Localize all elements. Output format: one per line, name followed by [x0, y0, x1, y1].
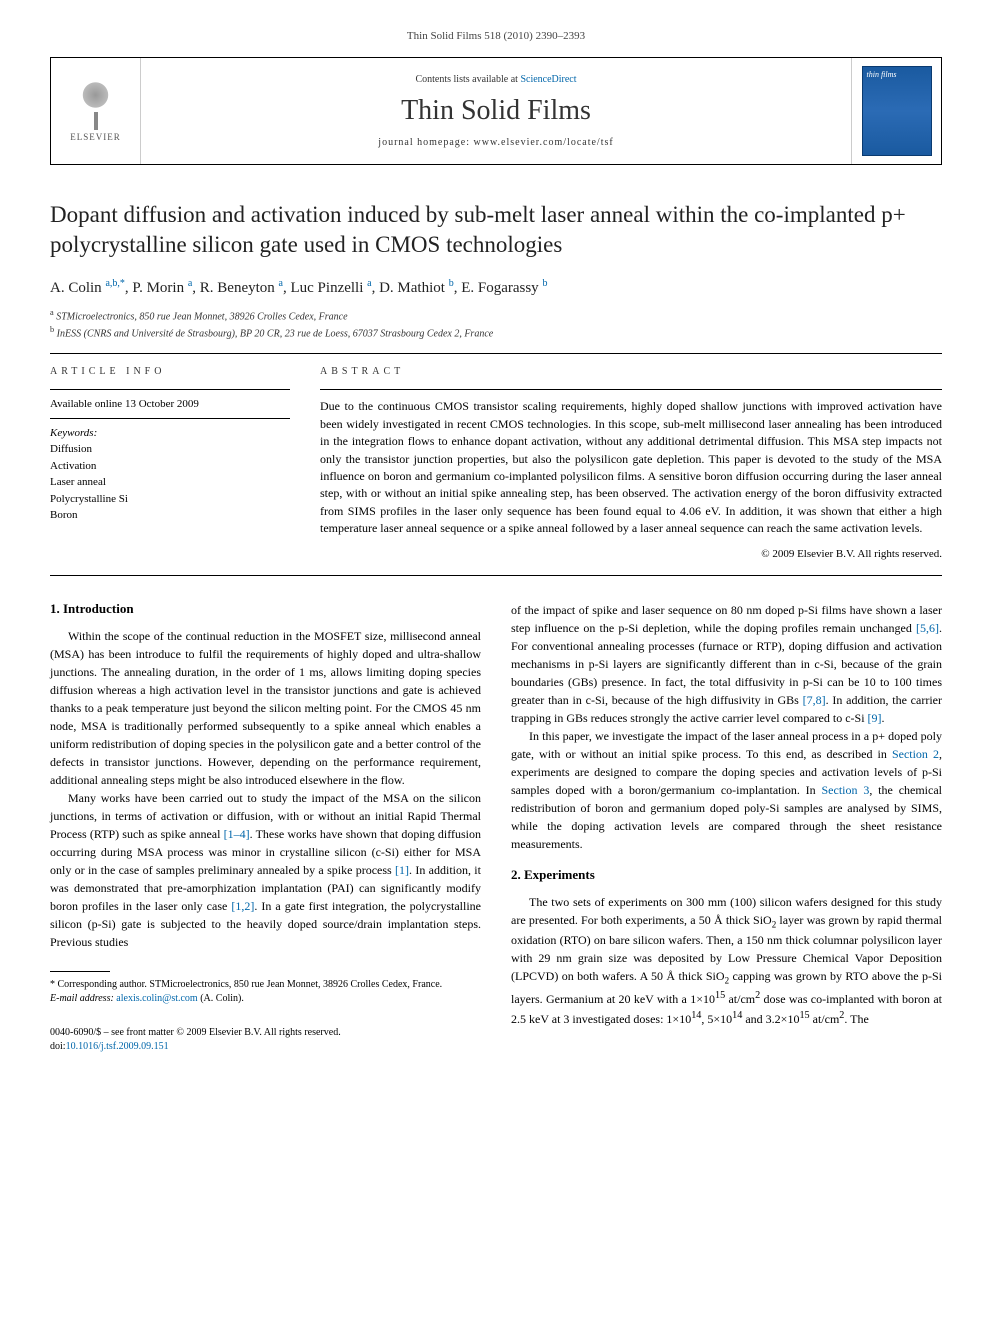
section-link[interactable]: Section 2 [892, 747, 939, 761]
footer-copyright: 0040-6090/$ – see front matter © 2009 El… [50, 1026, 481, 1054]
article-info-column: ARTICLE INFO Available online 13 October… [50, 366, 290, 559]
citation-link[interactable]: [9] [868, 711, 882, 725]
author-list: A. Colin a,b,*, P. Morin a, R. Beneyton … [50, 278, 942, 297]
elsevier-tree-icon [73, 80, 118, 130]
front-matter-line: 0040-6090/$ – see front matter © 2009 El… [50, 1026, 481, 1040]
publisher-name: ELSEVIER [70, 132, 121, 142]
text-run: In this paper, we investigate the impact… [511, 729, 942, 761]
doi-line: doi:10.1016/j.tsf.2009.09.151 [50, 1040, 481, 1054]
section-heading-experiments: 2. Experiments [511, 867, 942, 883]
journal-header-center: Contents lists available at ScienceDirec… [141, 58, 851, 164]
article-info-label: ARTICLE INFO [50, 366, 290, 377]
text-run: and 3.2×10 [742, 1012, 799, 1026]
keywords-list: DiffusionActivationLaser annealPolycryst… [50, 441, 290, 524]
citation-link[interactable]: [7,8] [803, 693, 826, 707]
intro-paragraph-4: In this paper, we investigate the impact… [511, 727, 942, 853]
corresponding-author-footnote: * Corresponding author. STMicroelectroni… [50, 978, 481, 992]
body-columns: 1. Introduction Within the scope of the … [50, 601, 942, 1054]
contents-available-line: Contents lists available at ScienceDirec… [151, 74, 841, 85]
text-run: of the impact of spike and laser sequenc… [511, 603, 942, 635]
article-title: Dopant diffusion and activation induced … [50, 200, 942, 260]
journal-cover-cell: thin films [851, 58, 941, 164]
intro-paragraph-2: Many works have been carried out to stud… [50, 789, 481, 951]
intro-paragraph-3: of the impact of spike and laser sequenc… [511, 601, 942, 727]
journal-header: ELSEVIER Contents lists available at Sci… [50, 57, 942, 165]
journal-name: Thin Solid Films [151, 95, 841, 127]
text-run: at/cm [810, 1012, 840, 1026]
text-run: . [882, 711, 885, 725]
article-history: Available online 13 October 2009 [50, 398, 290, 410]
text-run: at/cm [725, 992, 755, 1006]
citation-link[interactable]: [1–4] [224, 827, 250, 841]
text-run: . The [844, 1012, 868, 1026]
publisher-logo-cell: ELSEVIER [51, 58, 141, 164]
divider [50, 575, 942, 576]
contents-prefix: Contents lists available at [415, 74, 520, 85]
text-run: , 5×10 [701, 1012, 732, 1026]
intro-paragraph-1: Within the scope of the continual reduct… [50, 627, 481, 789]
email-suffix: (A. Colin). [198, 993, 244, 1004]
section-link[interactable]: Section 3 [822, 783, 870, 797]
homepage-prefix: journal homepage: [378, 137, 473, 148]
affiliations: a STMicroelectronics, 850 rue Jean Monne… [50, 307, 942, 342]
divider [50, 353, 942, 354]
elsevier-logo: ELSEVIER [61, 74, 131, 149]
abstract-column: ABSTRACT Due to the continuous CMOS tran… [320, 366, 942, 559]
email-footnote: E-mail address: alexis.colin@st.com (A. … [50, 992, 481, 1006]
cover-title: thin films [867, 71, 897, 79]
keywords-label: Keywords: [50, 427, 290, 439]
abstract-label: ABSTRACT [320, 366, 942, 377]
sciencedirect-link[interactable]: ScienceDirect [520, 74, 576, 85]
journal-cover-thumbnail: thin films [862, 66, 932, 156]
footnote-separator [50, 971, 110, 972]
author-email-link[interactable]: alexis.colin@st.com [116, 993, 197, 1004]
journal-homepage-line: journal homepage: www.elsevier.com/locat… [151, 137, 841, 148]
homepage-url: www.elsevier.com/locate/tsf [474, 137, 614, 148]
citation-link[interactable]: [1,2] [231, 899, 254, 913]
citation-link[interactable]: [1] [395, 863, 409, 877]
section-heading-introduction: 1. Introduction [50, 601, 481, 617]
abstract-text: Due to the continuous CMOS transistor sc… [320, 398, 942, 537]
body-column-left: 1. Introduction Within the scope of the … [50, 601, 481, 1054]
doi-link[interactable]: 10.1016/j.tsf.2009.09.151 [66, 1041, 169, 1052]
running-head: Thin Solid Films 518 (2010) 2390–2393 [50, 30, 942, 42]
doi-label: doi: [50, 1041, 66, 1052]
email-label: E-mail address: [50, 993, 116, 1004]
experiments-paragraph-1: The two sets of experiments on 300 mm (1… [511, 893, 942, 1029]
abstract-copyright: © 2009 Elsevier B.V. All rights reserved… [320, 548, 942, 560]
citation-link[interactable]: [5,6] [916, 621, 939, 635]
body-column-right: of the impact of spike and laser sequenc… [511, 601, 942, 1054]
